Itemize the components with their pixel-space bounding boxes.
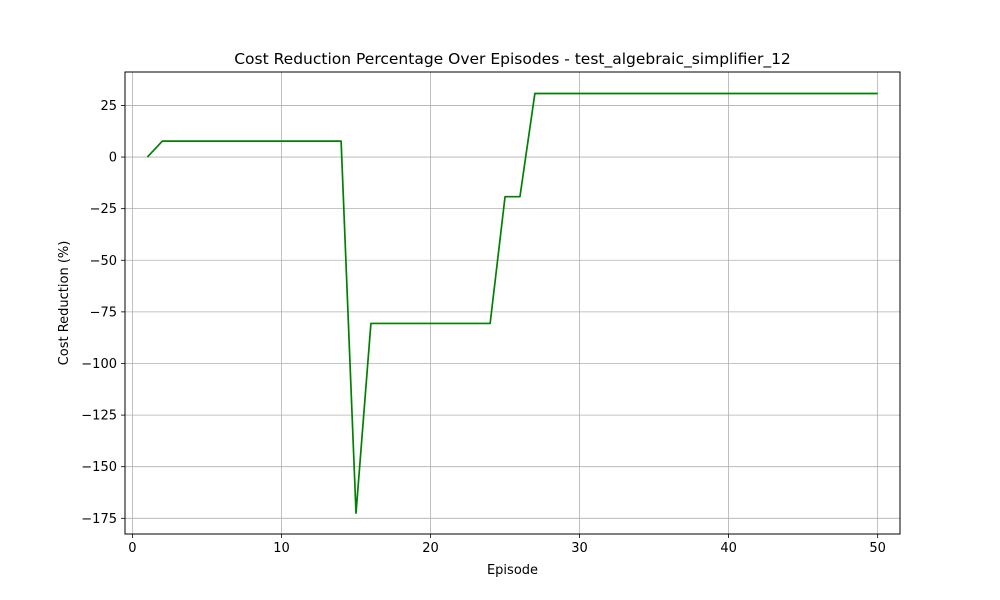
y-tick-label: −150: [81, 460, 117, 475]
y-tick-label: 0: [109, 151, 117, 166]
x-axis-label: Episode: [487, 563, 538, 578]
y-tick-label: −75: [90, 305, 117, 320]
grid: [125, 72, 900, 534]
y-axis-label: Cost Reduction (%): [57, 241, 72, 366]
series-layer: [146, 92, 878, 515]
y-tick-label: −25: [90, 202, 117, 217]
y-tick-label: 25: [100, 99, 117, 114]
x-tick-label: 20: [422, 541, 439, 556]
x-tick-label: 40: [720, 541, 737, 556]
x-tick-label: 0: [128, 541, 136, 556]
plot-frame: [124, 71, 901, 535]
x-tick-label: 30: [571, 541, 588, 556]
y-tick-label: −50: [90, 254, 117, 269]
x-tick-label: 10: [273, 541, 290, 556]
ticks: 0 10 20 30 40 50 25 0 −25 −50 −75 −100 −125 −150 −175: [81, 99, 886, 556]
y-tick-label: −125: [81, 409, 117, 424]
series-line: [146, 92, 878, 515]
y-tick-label: −100: [81, 357, 117, 372]
chart-title: Cost Reduction Percentage Over Episodes …: [234, 50, 791, 69]
y-tick-label: −175: [81, 512, 117, 527]
x-tick-label: 50: [869, 541, 886, 556]
